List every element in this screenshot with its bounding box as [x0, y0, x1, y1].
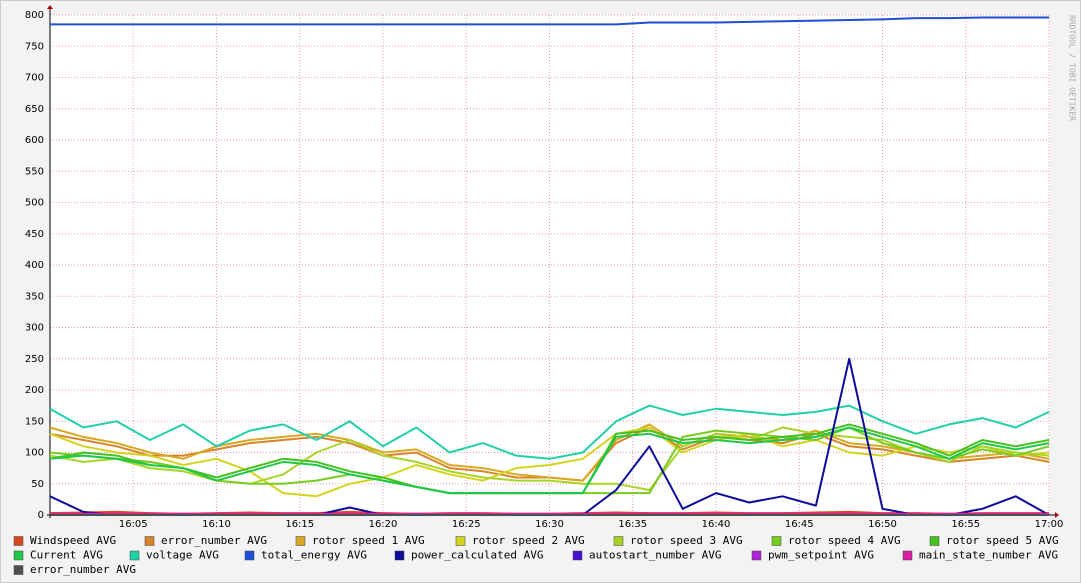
legend-label: error_number AVG [30, 563, 136, 576]
legend-swatch [144, 536, 155, 546]
x-tick-label: 16:35 [618, 519, 647, 530]
legend-label: pwm_setpoint AVG [768, 549, 874, 562]
legend-swatch [295, 536, 306, 546]
legend-swatch [13, 536, 24, 546]
legend-swatch [902, 550, 913, 561]
y-tick-label: 0 [38, 510, 44, 521]
y-tick-label: 200 [25, 385, 44, 396]
y-tick-label: 700 [25, 73, 44, 84]
series-line [49, 426, 1050, 495]
y-tick-label: 450 [25, 229, 44, 240]
legend-label: Windspeed AVG [30, 534, 116, 547]
legend-swatch [572, 550, 583, 561]
x-tick-label: 16:15 [285, 519, 314, 530]
y-tick-label: 50 [31, 479, 44, 490]
legend-swatch [394, 550, 405, 561]
legend-swatch [13, 565, 24, 575]
x-tick-label: 16:25 [452, 519, 481, 530]
x-tick-label: 16:30 [535, 519, 564, 530]
series-line [50, 16, 1049, 26]
y-tick-label: 250 [25, 354, 44, 365]
x-tick-label: 16:40 [702, 519, 731, 530]
legend-swatch [613, 536, 624, 546]
legend-label: rotor speed 1 AVG [312, 534, 425, 547]
legend-swatch [929, 536, 940, 546]
y-tick-label: 800 [25, 10, 44, 21]
legend-label: autostart_number AVG [589, 549, 721, 562]
axis-arrow [47, 5, 53, 9]
y-tick-label: 650 [25, 104, 44, 115]
y-tick-label: 550 [25, 166, 44, 177]
y-tick-label: 300 [25, 323, 44, 334]
legend-swatch [751, 550, 762, 561]
x-tick-label: 16:10 [202, 519, 231, 530]
legend-label: voltage AVG [146, 549, 219, 562]
y-tick-label: 600 [25, 135, 44, 146]
legend-label: rotor speed 3 AVG [630, 534, 743, 547]
legend-label: main_state_number AVG [919, 549, 1058, 562]
legend-label: total_energy AVG [261, 549, 367, 562]
y-tick-label: 750 [25, 41, 44, 52]
legend-label: error_number AVG [161, 534, 267, 547]
legend-label: Current AVG [30, 549, 103, 562]
legend-swatch [244, 550, 255, 561]
legend-swatch [455, 536, 466, 546]
watermark: RRDTOOL / TOBI OETIKER [1068, 15, 1077, 121]
series-line [49, 404, 1050, 460]
x-tick-label: 16:20 [369, 519, 398, 530]
axis-arrow [1055, 512, 1059, 518]
series-line [49, 426, 1050, 498]
legend-label: rotor speed 5 AVG [946, 534, 1059, 547]
legend-swatch [771, 536, 782, 546]
legend-label: power_calculated AVG [411, 549, 543, 562]
y-tick-label: 400 [25, 260, 44, 271]
legend-swatch [13, 550, 24, 561]
legend-label: rotor speed 4 AVG [788, 534, 901, 547]
x-tick-label: 16:50 [868, 519, 897, 530]
y-tick-label: 500 [25, 198, 44, 209]
y-tick-label: 100 [25, 448, 44, 459]
legend-label: rotor speed 2 AVG [472, 534, 585, 547]
x-tick-label: 17:00 [1035, 519, 1064, 530]
y-tick-label: 350 [25, 291, 44, 302]
y-tick-label: 150 [25, 416, 44, 427]
x-tick-label: 16:45 [785, 519, 814, 530]
x-tick-label: 16:05 [119, 519, 148, 530]
x-tick-label: 16:55 [951, 519, 980, 530]
legend-swatch [129, 550, 140, 561]
